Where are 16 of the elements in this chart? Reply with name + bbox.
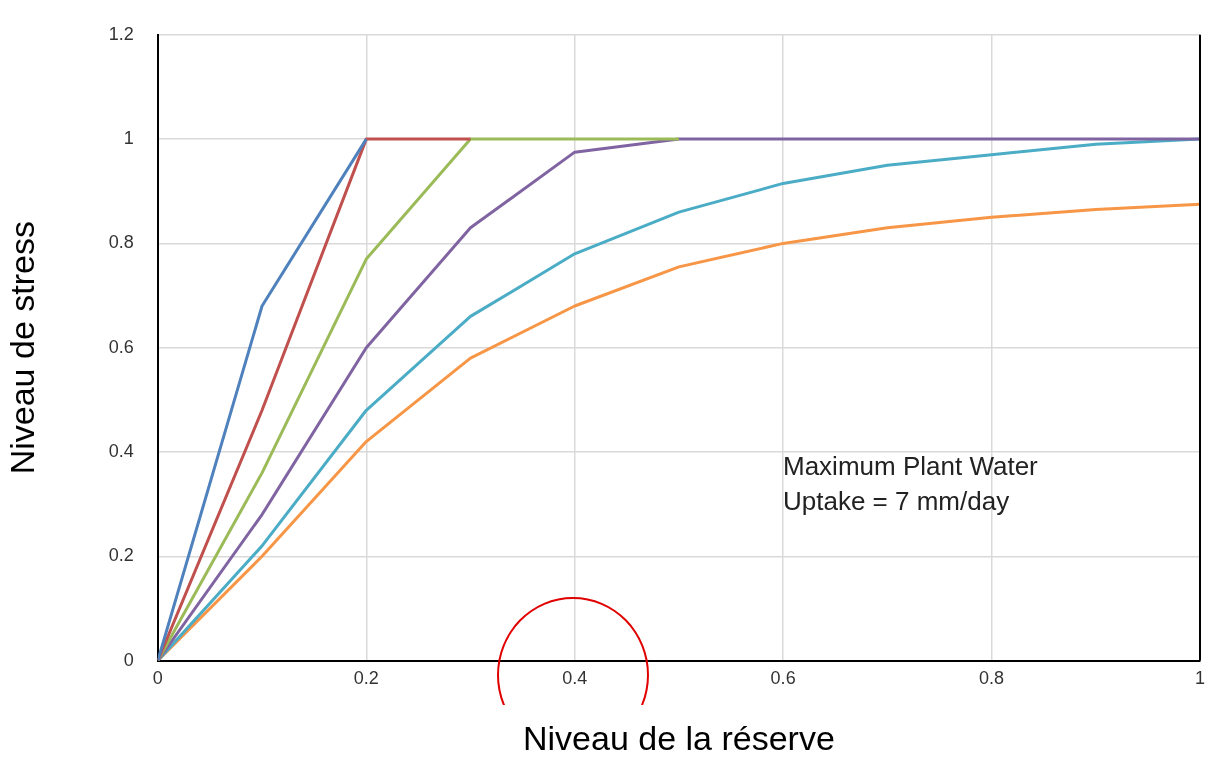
x-tick-label: 0.8 [979, 668, 1005, 689]
y-tick-label: 0.6 [108, 336, 134, 357]
y-tick-label: 0.4 [108, 440, 134, 461]
x-tick-label: 1 [1194, 668, 1206, 689]
y-tick-label: 0.2 [108, 545, 134, 566]
x-tick-label: 0.6 [770, 668, 796, 689]
x-tick-label: 0.4 [562, 668, 588, 689]
y-tick-label: 1.2 [108, 23, 134, 44]
y-tick-label: 0 [123, 649, 134, 670]
y-tick-label: 0.8 [108, 232, 134, 253]
annotation: Maximum Plant Water Uptake = 7 mm/day [783, 451, 1039, 517]
y-axis-title: Niveau de stress [2, 221, 41, 475]
y-tick-label: 1 [123, 128, 134, 149]
x-tick-label: 0 [152, 668, 163, 689]
x-tick-label: 0.2 [353, 668, 379, 689]
x-axis-title: Niveau de la réserve [523, 718, 835, 757]
